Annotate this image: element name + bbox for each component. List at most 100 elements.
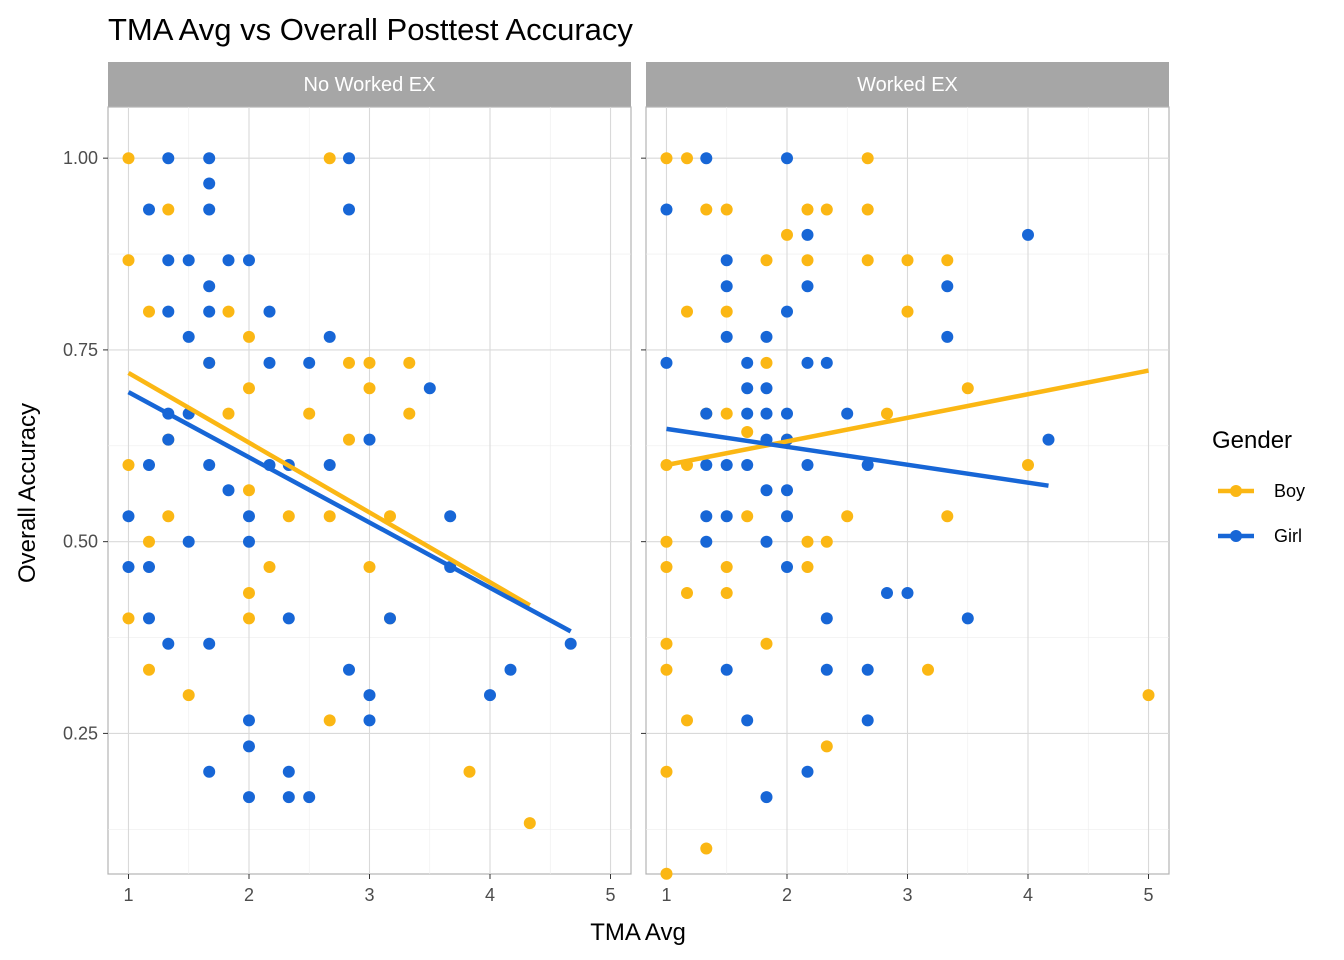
point-girl [143, 561, 155, 573]
point-girl [423, 382, 436, 395]
point-boy [720, 305, 733, 318]
point-boy [323, 714, 336, 727]
x-tick-label: 1 [123, 885, 133, 905]
x-tick-label: 5 [606, 885, 616, 905]
point-girl [444, 510, 457, 523]
point-boy [243, 484, 255, 497]
point-girl [303, 356, 316, 369]
point-girl [820, 356, 833, 369]
point-boy [741, 510, 754, 523]
point-girl [363, 714, 376, 727]
point-girl [781, 152, 793, 165]
point-boy [1022, 459, 1034, 471]
x-tick-label: 2 [244, 885, 254, 905]
point-boy [384, 510, 396, 523]
point-boy [143, 535, 155, 548]
point-boy [523, 817, 536, 830]
point-girl [760, 382, 773, 395]
point-girl [243, 714, 255, 727]
y-tick-label: 0.75 [63, 340, 98, 360]
point-girl [660, 356, 673, 369]
point-boy [363, 356, 376, 369]
point-boy [243, 612, 255, 625]
point-girl [781, 407, 793, 420]
point-girl [720, 280, 733, 293]
point-boy [463, 765, 476, 778]
point-girl [282, 612, 295, 625]
point-girl [143, 612, 155, 625]
point-girl [243, 535, 255, 548]
point-boy [861, 254, 874, 267]
legend-title: Gender [1212, 427, 1292, 454]
point-girl [282, 791, 295, 804]
x-tick-label: 2 [782, 885, 792, 905]
point-boy [660, 637, 673, 650]
point-girl [861, 663, 874, 676]
chart-title: TMA Avg vs Overall Posttest Accuracy [108, 12, 633, 47]
point-boy [760, 356, 773, 369]
point-boy [901, 254, 914, 267]
point-girl [143, 459, 155, 471]
point-boy [861, 152, 874, 165]
point-girl [801, 765, 814, 778]
point-boy [720, 407, 733, 420]
point-boy [222, 407, 235, 420]
point-girl [122, 510, 135, 523]
point-girl [323, 330, 336, 343]
point-girl [182, 330, 195, 343]
point-girl [881, 587, 893, 599]
point-girl [203, 280, 216, 293]
point-girl [901, 587, 914, 599]
point-girl [820, 663, 833, 676]
point-girl [162, 152, 175, 165]
point-boy [162, 510, 175, 523]
point-girl [384, 612, 396, 625]
point-girl [222, 254, 235, 267]
point-girl [182, 254, 195, 267]
point-girl [700, 535, 713, 548]
point-girl [343, 152, 355, 165]
point-girl [741, 714, 754, 727]
trend-line-girl [127, 390, 572, 634]
point-girl [363, 689, 376, 702]
point-girl [741, 407, 754, 420]
point-girl [222, 484, 235, 497]
point-boy [820, 740, 833, 753]
point-boy [760, 254, 773, 267]
legend-item-girl: Girl [1218, 526, 1302, 546]
point-boy [1142, 689, 1155, 702]
point-girl [1042, 433, 1055, 446]
point-girl [203, 765, 216, 778]
point-girl [941, 330, 954, 343]
point-girl [801, 228, 814, 241]
trend-line-girl [666, 426, 1049, 488]
point-girl [243, 740, 255, 753]
point-girl [162, 254, 175, 267]
point-boy [403, 356, 416, 369]
point-boy [681, 587, 693, 599]
point-girl [760, 330, 773, 343]
point-girl [660, 203, 673, 216]
point-boy [961, 382, 974, 395]
point-boy [720, 203, 733, 216]
facet-strip-label: Worked EX [857, 74, 958, 96]
point-boy [243, 330, 255, 343]
legend-key-point [1230, 485, 1242, 497]
point-boy [881, 407, 893, 420]
point-girl [801, 356, 814, 369]
facet-strip-label: No Worked EX [304, 74, 436, 96]
point-boy [363, 561, 376, 573]
point-girl [363, 433, 376, 446]
point-boy [303, 407, 316, 420]
point-girl [720, 330, 733, 343]
point-boy [941, 254, 954, 267]
point-girl [203, 637, 216, 650]
point-girl [741, 459, 754, 471]
point-boy [122, 152, 135, 165]
point-boy [781, 228, 793, 241]
point-girl [741, 356, 754, 369]
point-girl [781, 305, 793, 318]
point-girl [243, 791, 255, 804]
point-boy [143, 663, 155, 676]
y-tick-label: 0.25 [63, 723, 98, 743]
